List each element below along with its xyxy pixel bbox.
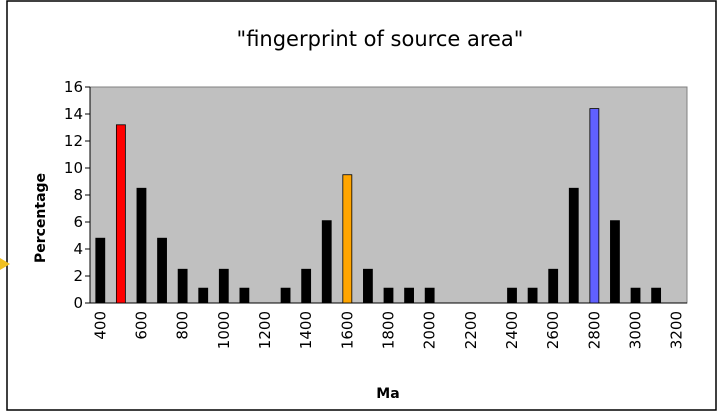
- x-axis-label: Ma: [376, 386, 399, 402]
- bar: [404, 287, 414, 304]
- bar: [363, 268, 373, 304]
- arrow-decoration: [0, 258, 10, 270]
- bar: [115, 124, 126, 304]
- bar: [280, 287, 291, 304]
- x-tick-label: 800: [174, 311, 192, 340]
- chart-title: "fingerprint of source area": [237, 27, 524, 51]
- x-tick-label: 2000: [421, 311, 439, 349]
- x-tick-label: 2400: [503, 311, 521, 349]
- bar: [548, 268, 559, 304]
- x-tick-label: 3000: [627, 311, 645, 349]
- y-tick-label: 6: [73, 213, 83, 231]
- x-tick-label: 1400: [297, 311, 315, 349]
- bar: [507, 287, 517, 304]
- x-tick-label: 1000: [215, 311, 233, 349]
- x-tick-label: 2600: [544, 311, 562, 349]
- bar: [95, 237, 106, 304]
- bar: [651, 287, 662, 304]
- plot-area: [89, 86, 688, 304]
- bar: [342, 174, 353, 304]
- x-tick-label: 600: [132, 311, 150, 340]
- y-tick-label: 0: [73, 294, 83, 312]
- bar: [301, 268, 312, 304]
- bar: [383, 287, 394, 304]
- bar: [589, 108, 600, 304]
- y-tick-label: 12: [64, 132, 83, 150]
- y-tick-label: 8: [73, 186, 83, 204]
- y-tick-label: 10: [64, 159, 83, 177]
- x-tick-label: 1800: [380, 311, 398, 349]
- x-tick-label: 2800: [585, 311, 603, 349]
- bar: [198, 287, 209, 304]
- x-tick-label: 1600: [338, 311, 356, 349]
- x-tick-label: 2200: [462, 311, 480, 349]
- bar: [157, 237, 167, 304]
- bar: [527, 287, 538, 304]
- bar: [239, 287, 250, 304]
- bar: [321, 220, 332, 304]
- bar: [610, 220, 620, 304]
- y-tick-label: 16: [64, 78, 83, 96]
- bar: [630, 287, 641, 304]
- bar: [136, 187, 147, 304]
- x-tick-label: 3200: [668, 311, 686, 349]
- bar: [424, 287, 435, 304]
- y-tick-label: 2: [73, 267, 83, 285]
- bar: [218, 268, 229, 304]
- y-tick-label: 4: [73, 240, 83, 258]
- x-tick-label: 1200: [256, 311, 274, 349]
- y-axis-label: Percentage: [33, 173, 49, 263]
- y-tick-label: 14: [64, 105, 83, 123]
- bar: [177, 268, 188, 304]
- bar: [568, 187, 579, 304]
- x-tick-label: 400: [91, 311, 109, 340]
